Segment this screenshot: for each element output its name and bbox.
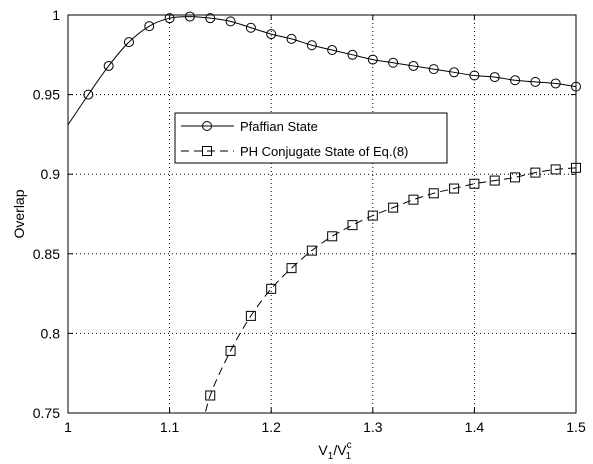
y-axis-label: Overlap (11, 189, 27, 238)
data-point-circle (327, 45, 338, 56)
x-tick-label: 1.1 (160, 419, 180, 435)
legend-marker-pfaffian (202, 121, 212, 131)
data-point-circle (489, 72, 500, 83)
y-tick-label: 1 (52, 7, 60, 23)
data-point-square (306, 245, 317, 256)
data-point-square (428, 188, 439, 199)
data-point-circle (530, 76, 541, 87)
data-point-circle (83, 89, 94, 100)
y-tick-label: 0.9 (41, 166, 61, 182)
plot-background (68, 15, 576, 413)
legend-box (174, 112, 448, 164)
y-tick-labels: 0.75 0.8 0.85 0.9 0.95 1 (33, 7, 60, 421)
x-tick-label: 1 (64, 419, 72, 435)
data-point-circle (550, 78, 561, 89)
y-tick-label: 0.75 (33, 405, 60, 421)
data-point-circle (266, 29, 277, 40)
series-line-pfaffian (68, 16, 576, 126)
data-point-circle (184, 11, 195, 22)
x-axis-label-main: V (318, 442, 328, 458)
data-point-circle (367, 54, 378, 65)
x-axis-label-sub2: 1 (346, 451, 352, 462)
data-point-square (286, 263, 297, 274)
data-point-circle (144, 21, 155, 32)
data-point-circle (510, 75, 521, 86)
series-line-ph-conjugate (204, 167, 576, 413)
data-point-square (489, 175, 500, 186)
data-point-circle (388, 57, 399, 68)
plot-frame (67, 14, 577, 414)
x-axis-label-mid: /V (333, 442, 347, 458)
data-point-square (408, 194, 419, 205)
x-axis-label-sup: c (347, 440, 352, 451)
y-tick-label: 0.8 (41, 325, 61, 341)
legend-label-conjugate: PH Conjugate State of Eq.(8) (240, 144, 408, 159)
data-point-circle (347, 49, 358, 60)
data-point-circle (225, 16, 236, 27)
data-point-square (205, 390, 216, 401)
data-point-circle (286, 33, 297, 44)
x-tick-label: 1.4 (465, 419, 485, 435)
data-point-circle (428, 64, 439, 75)
data-point-circle (306, 40, 317, 51)
x-tick-label: 1.5 (566, 419, 586, 435)
x-tick-label: 1.2 (261, 419, 281, 435)
data-point-circle (123, 37, 134, 48)
data-point-square (266, 283, 277, 294)
data-point-circle (408, 60, 419, 71)
x-tick-labels: 1 1.1 1.2 1.3 1.4 1.5 (64, 419, 586, 435)
grid-lines (68, 15, 576, 413)
data-point-circle (245, 22, 256, 33)
data-point-square (530, 167, 541, 178)
data-point-square (469, 178, 480, 189)
legend-label-pfaffian: Pfaffian State (240, 119, 318, 134)
data-point-square (347, 220, 358, 231)
data-point-square (550, 164, 561, 175)
data-point-circle (103, 60, 114, 71)
y-tick-label: 0.95 (33, 87, 60, 103)
series-layer (68, 16, 576, 413)
axis-ticks (67, 14, 577, 414)
data-point-circle (469, 70, 480, 81)
data-point-square (327, 231, 338, 242)
data-point-square (225, 345, 236, 356)
marker-layer (83, 11, 581, 401)
data-point-square (449, 183, 460, 194)
y-tick-label: 0.85 (33, 246, 60, 262)
legend: Pfaffian State PH Conjugate State of Eq.… (174, 112, 448, 164)
data-point-circle (205, 13, 216, 24)
data-point-circle (449, 67, 460, 78)
data-point-square (388, 202, 399, 213)
data-point-square (510, 172, 521, 183)
x-axis-label: V1/Vc 1 (318, 440, 351, 462)
x-axis-label-sub1: 1 (328, 451, 334, 462)
data-point-circle (164, 13, 175, 24)
data-point-square (245, 310, 256, 321)
legend-marker-conjugate (202, 146, 212, 156)
x-tick-label: 1.3 (363, 419, 383, 435)
data-point-square (367, 210, 378, 221)
